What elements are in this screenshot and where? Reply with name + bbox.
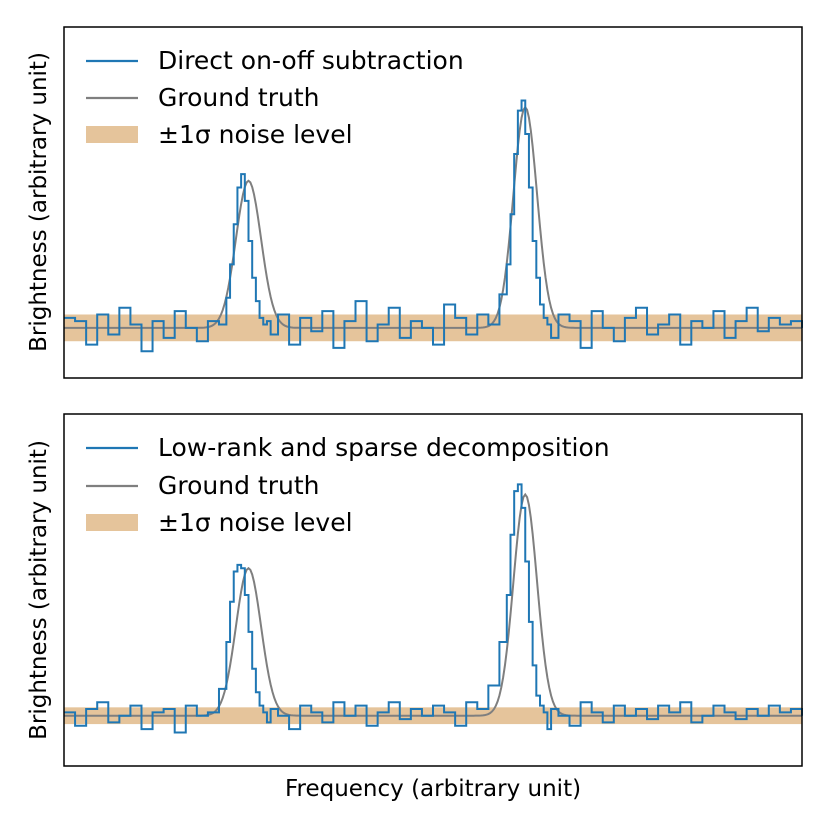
low-rank-sparse-series [64,483,803,734]
legend-label-direct: Direct on-off subtraction [158,46,464,75]
top-panel: Brightness (arbitrary unit) Direct on-of… [26,26,803,379]
direct-subtraction-series [64,99,803,353]
x-axis-label: Frequency (arbitrary unit) [285,776,581,802]
legend-swatch-noise [86,126,138,143]
legend-label-noise: ±1σ noise level [158,120,353,149]
bottom-panel: Brightness (arbitrary unit) Low-rank and… [26,413,803,767]
plot-frame [63,413,803,767]
legend-label-ground-truth: Ground truth [158,83,319,112]
legend: Low-rank and sparse decomposition Ground… [86,433,610,537]
plot-frame [63,26,803,379]
legend-label-ground-truth: Ground truth [158,471,319,500]
legend-label-low-rank: Low-rank and sparse decomposition [158,433,610,462]
legend-swatch-noise [86,514,138,531]
legend-label-noise: ±1σ noise level [158,508,353,537]
step-spectrum-line [64,99,803,353]
legend: Direct on-off subtraction Ground truth ±… [86,46,464,149]
step-spectrum-line [64,483,803,734]
y-axis-label: Brightness (arbitrary unit) [26,52,52,352]
y-axis-label: Brightness (arbitrary unit) [26,440,52,740]
